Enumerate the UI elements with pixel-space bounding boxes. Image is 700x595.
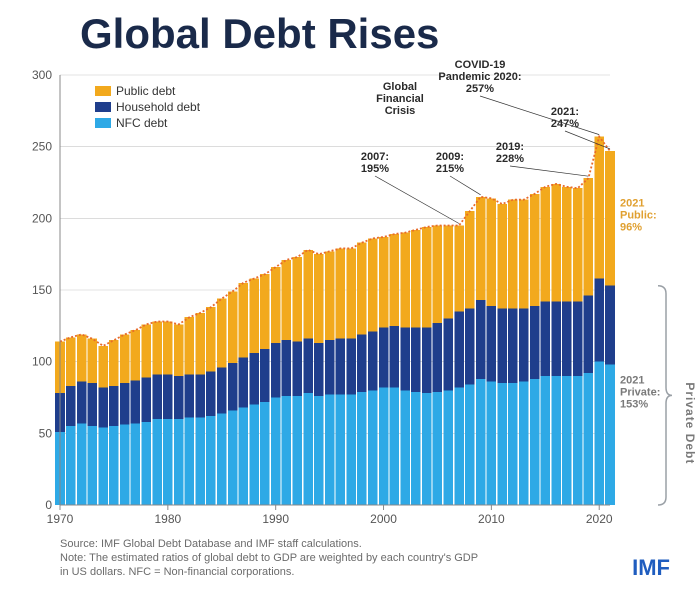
y-tick: 150: [32, 283, 52, 297]
x-tick: 2000: [370, 512, 397, 526]
svg-text:96%: 96%: [620, 221, 642, 233]
svg-text:Crisis: Crisis: [385, 105, 416, 117]
x-tick: 2010: [478, 512, 505, 526]
x-tick: 1970: [47, 512, 74, 526]
svg-text:Pandemic 2020:: Pandemic 2020:: [438, 71, 521, 83]
y-tick: 200: [32, 211, 52, 225]
svg-text:195%: 195%: [361, 163, 389, 175]
bars: [55, 137, 615, 505]
svg-text:228%: 228%: [496, 153, 524, 165]
source-line: Source: IMF Global Debt Database and IMF…: [60, 538, 362, 550]
svg-text:2021: 2021: [620, 374, 644, 386]
note-line: Note: The estimated ratios of global deb…: [60, 552, 478, 564]
x-tick: 1990: [262, 512, 289, 526]
svg-text:247%: 247%: [551, 118, 579, 130]
x-tick: 2020: [586, 512, 613, 526]
brand-logo: IMF: [632, 555, 670, 580]
svg-text:2021: 2021: [620, 197, 644, 209]
legend: Public debt Household debt NFC debt: [95, 84, 201, 130]
svg-text:Financial: Financial: [376, 93, 424, 105]
y-tick: 0: [45, 498, 52, 512]
x-tick: 1980: [154, 512, 181, 526]
legend-label: NFC debt: [116, 116, 168, 130]
svg-text:2019:: 2019:: [496, 141, 524, 153]
y-tick: 100: [32, 355, 52, 369]
legend-label: Public debt: [116, 84, 176, 98]
chart-canvas: Global Debt Rises 0 50 100 150 200 250 300 1970 1…: [0, 0, 700, 595]
svg-text:153%: 153%: [620, 398, 648, 410]
note-line2: in US dollars. NFC = Non-financial corpo…: [60, 566, 294, 578]
y-tick: 50: [39, 426, 53, 440]
svg-text:2007:: 2007:: [361, 151, 389, 163]
svg-text:215%: 215%: [436, 163, 464, 175]
svg-text:2009:: 2009:: [436, 151, 464, 163]
chart-title: Global Debt Rises: [80, 10, 439, 57]
svg-text:COVID-19: COVID-19: [455, 59, 506, 71]
y-tick: 300: [32, 68, 52, 82]
svg-text:2021:: 2021:: [551, 106, 579, 118]
y-tick: 250: [32, 140, 52, 154]
svg-text:Public:: Public:: [620, 209, 657, 221]
svg-text:257%: 257%: [466, 83, 494, 95]
svg-text:Global: Global: [383, 81, 417, 93]
svg-text:Private:: Private:: [620, 386, 660, 398]
legend-label: Household debt: [116, 100, 201, 114]
brace-label: Private Debt: [683, 382, 697, 464]
